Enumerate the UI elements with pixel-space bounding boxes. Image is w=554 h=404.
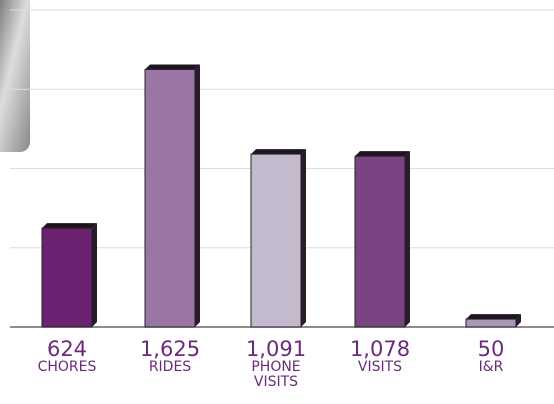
bar-top — [251, 149, 306, 155]
x-tick-label: CHORES — [37, 359, 97, 376]
bar-top — [145, 64, 200, 70]
bar-top — [42, 223, 97, 229]
bar — [250, 153, 302, 328]
bar — [354, 155, 406, 328]
value-label: 1,091 — [245, 338, 307, 361]
bar — [465, 318, 517, 328]
bar-top — [355, 151, 410, 157]
value-label: 624 — [46, 338, 88, 361]
label: 1,091 PHONE VISITS — [231, 338, 321, 389]
x-tick-label: PHONE VISITS — [251, 359, 301, 390]
x-tick-label: I&R — [478, 359, 504, 376]
bar-side — [405, 151, 410, 327]
bar-side — [195, 64, 200, 327]
label: 50 I&R — [446, 338, 536, 375]
label: 624 CHORES — [22, 338, 112, 375]
bar-side — [92, 223, 97, 327]
label-box: 50I&R — [446, 338, 536, 375]
bar-side — [516, 314, 521, 327]
bar-side — [301, 149, 306, 327]
value-label: 1,078 — [349, 338, 411, 361]
x-tick-label: RIDES — [148, 359, 192, 376]
bar — [41, 227, 93, 328]
label: 1,625 RIDES — [125, 338, 215, 375]
bar — [144, 68, 196, 328]
x-tick-label: VISITS — [357, 359, 403, 376]
photo — [0, 0, 30, 152]
value-label: 1,625 — [139, 338, 201, 361]
label: 1,078 VISITS — [335, 338, 425, 375]
value-label: 50 — [477, 338, 505, 361]
bar-top — [466, 314, 521, 320]
